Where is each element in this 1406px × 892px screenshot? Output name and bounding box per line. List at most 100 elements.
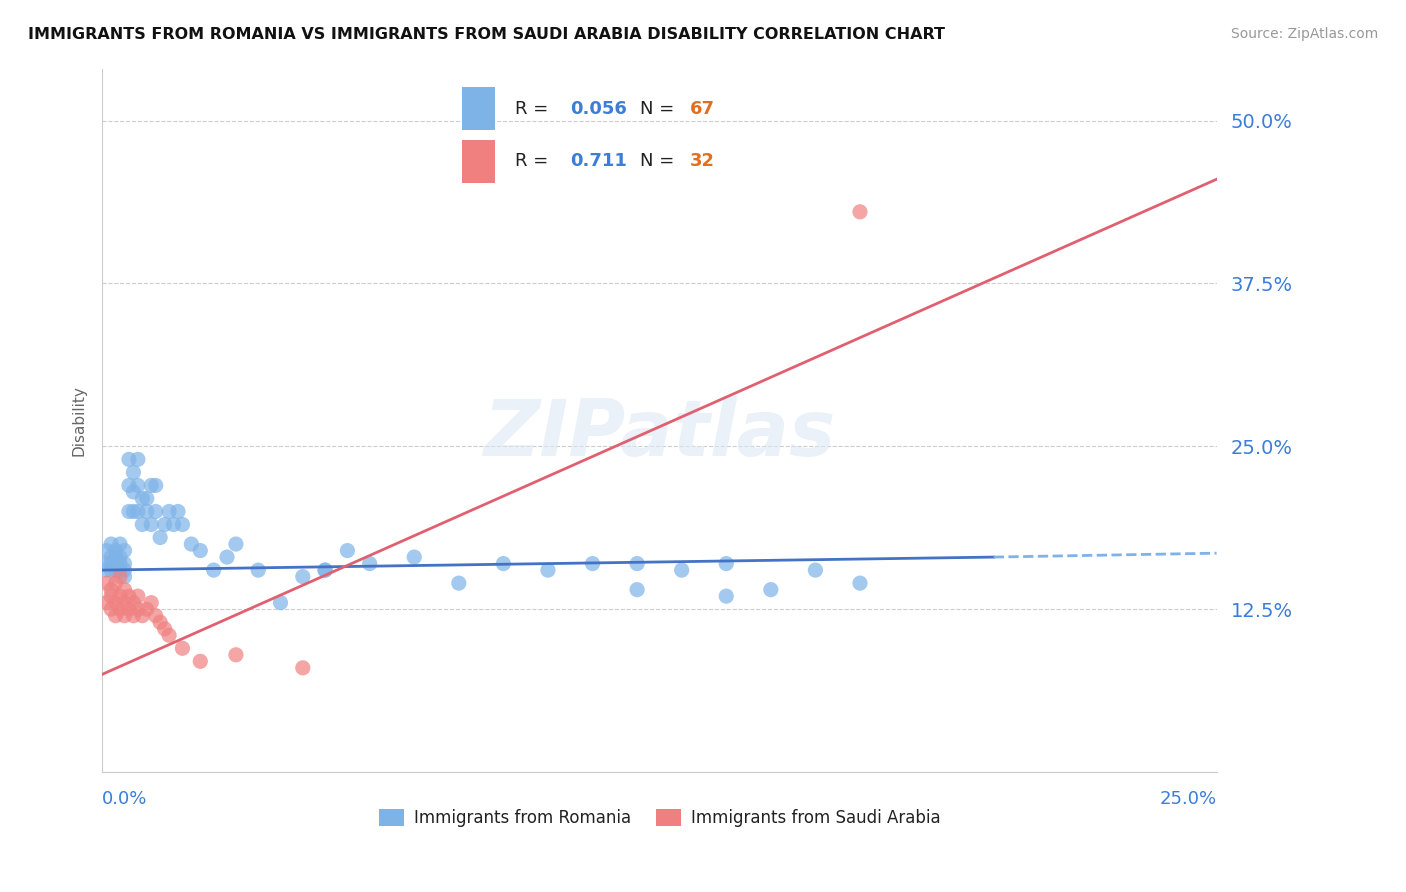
Point: [359, 557, 381, 571]
Point: [104, 550, 127, 565]
Point: [122, 608, 145, 623]
Point: [849, 576, 872, 591]
Point: [167, 504, 190, 518]
Point: [145, 504, 167, 518]
Point: [157, 504, 180, 518]
Point: [100, 550, 122, 565]
Point: [131, 517, 153, 532]
Point: [162, 517, 184, 532]
Point: [118, 504, 141, 518]
Point: [100, 582, 122, 597]
Point: [114, 582, 136, 597]
Point: [108, 557, 131, 571]
Point: [114, 557, 136, 571]
Point: [716, 589, 738, 603]
Point: [122, 504, 145, 518]
Point: [157, 628, 180, 642]
Text: 0.0%: 0.0%: [103, 789, 148, 807]
Point: [96, 543, 118, 558]
Point: [626, 582, 648, 597]
Point: [96, 576, 118, 591]
Point: [96, 596, 118, 610]
Point: [104, 563, 127, 577]
Point: [153, 622, 176, 636]
Point: [127, 504, 149, 518]
Point: [149, 531, 172, 545]
Point: [849, 204, 872, 219]
Point: [759, 582, 782, 597]
Point: [118, 478, 141, 492]
Text: IMMIGRANTS FROM ROMANIA VS IMMIGRANTS FROM SAUDI ARABIA DISABILITY CORRELATION C: IMMIGRANTS FROM ROMANIA VS IMMIGRANTS FR…: [28, 27, 945, 42]
Text: ZIPatlas: ZIPatlas: [484, 396, 835, 473]
Y-axis label: Disability: Disability: [72, 384, 86, 456]
Point: [104, 596, 127, 610]
Point: [804, 563, 827, 577]
Point: [108, 602, 131, 616]
Point: [108, 563, 131, 577]
Point: [131, 491, 153, 506]
Point: [247, 563, 270, 577]
Point: [104, 543, 127, 558]
Text: Source: ZipAtlas.com: Source: ZipAtlas.com: [1230, 27, 1378, 41]
Point: [270, 596, 292, 610]
Text: 25.0%: 25.0%: [1160, 789, 1216, 807]
Point: [404, 550, 426, 565]
Point: [581, 557, 603, 571]
Point: [108, 569, 131, 583]
Point: [122, 466, 145, 480]
Point: [180, 537, 202, 551]
Point: [626, 557, 648, 571]
Point: [172, 517, 194, 532]
Point: [108, 550, 131, 565]
Point: [127, 478, 149, 492]
Point: [172, 641, 194, 656]
Point: [114, 608, 136, 623]
Point: [135, 491, 157, 506]
Point: [114, 543, 136, 558]
Point: [153, 517, 176, 532]
Point: [141, 478, 163, 492]
Point: [492, 557, 515, 571]
Legend: Immigrants from Romania, Immigrants from Saudi Arabia: Immigrants from Romania, Immigrants from…: [371, 803, 946, 834]
Point: [114, 569, 136, 583]
Point: [314, 563, 336, 577]
Point: [118, 589, 141, 603]
Point: [135, 602, 157, 616]
Point: [127, 452, 149, 467]
Point: [135, 504, 157, 518]
Point: [149, 615, 172, 630]
Point: [141, 596, 163, 610]
Point: [291, 661, 314, 675]
Point: [96, 563, 118, 577]
Point: [122, 596, 145, 610]
Point: [100, 563, 122, 577]
Point: [188, 654, 211, 668]
Point: [127, 589, 149, 603]
Point: [108, 589, 131, 603]
Point: [100, 537, 122, 551]
Point: [225, 648, 247, 662]
Point: [671, 563, 693, 577]
Point: [447, 576, 470, 591]
Point: [104, 576, 127, 591]
Point: [215, 550, 238, 565]
Point: [291, 569, 314, 583]
Point: [141, 517, 163, 532]
Point: [96, 557, 118, 571]
Point: [127, 602, 149, 616]
Point: [145, 608, 167, 623]
Point: [118, 452, 141, 467]
Point: [104, 608, 127, 623]
Point: [104, 557, 127, 571]
Point: [100, 589, 122, 603]
Point: [145, 478, 167, 492]
Point: [131, 608, 153, 623]
Point: [118, 602, 141, 616]
Point: [100, 602, 122, 616]
Point: [202, 563, 225, 577]
Point: [100, 557, 122, 571]
Point: [716, 557, 738, 571]
Point: [314, 563, 336, 577]
Point: [114, 596, 136, 610]
Point: [122, 485, 145, 500]
